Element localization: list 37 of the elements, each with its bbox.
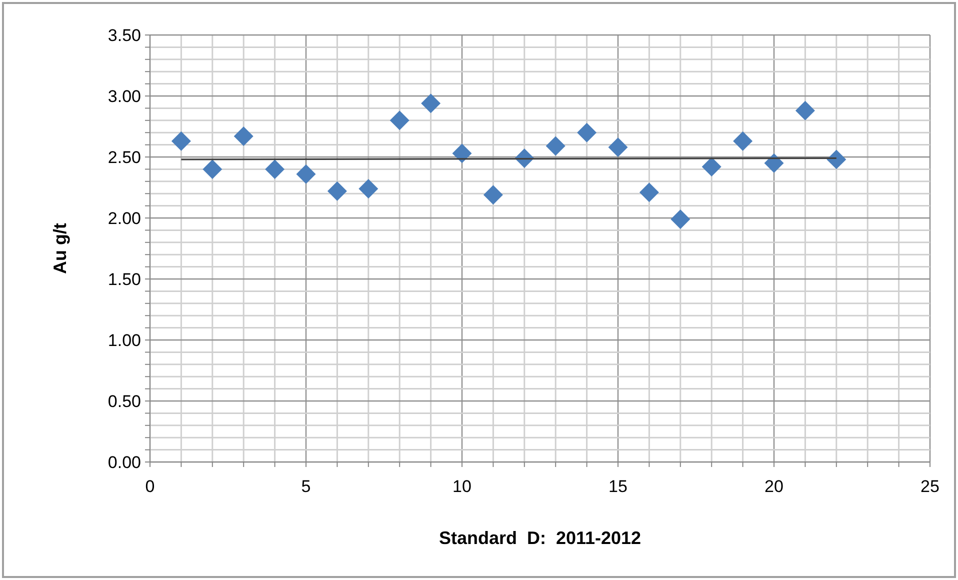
- x-tick-label: 20: [764, 477, 784, 496]
- x-tick-label: 0: [145, 477, 155, 496]
- point: [358, 178, 378, 198]
- point: [670, 209, 690, 229]
- point: [826, 150, 846, 170]
- y-tick-label: 2.00: [108, 208, 141, 228]
- y-tick-label: 1.50: [108, 270, 141, 289]
- point: [202, 159, 222, 179]
- y-tick-label: 3.00: [108, 86, 141, 106]
- y-tick-label: 1.00: [108, 330, 141, 350]
- point: [234, 126, 254, 146]
- point: [483, 185, 503, 205]
- point: [452, 144, 472, 164]
- point: [639, 182, 659, 202]
- y-tick-label: 3.50: [108, 26, 141, 45]
- point: [764, 153, 784, 173]
- point: [546, 136, 566, 156]
- point: [608, 137, 628, 157]
- y-tick-label: 0.50: [108, 392, 141, 411]
- point: [702, 157, 722, 177]
- point: [296, 164, 316, 184]
- point: [265, 159, 285, 179]
- x-axis-title: Standard D: 2011-2012: [438, 528, 642, 548]
- point: [421, 94, 441, 114]
- point: [577, 122, 597, 142]
- point: [171, 131, 191, 151]
- point: [327, 181, 347, 201]
- x-tick-label: 10: [452, 477, 472, 496]
- y-tick-label: 0.00: [108, 452, 141, 472]
- y-axis-title: Au g/t: [50, 223, 70, 274]
- x-tick-label: 5: [301, 477, 311, 496]
- point: [733, 131, 753, 151]
- point: [390, 110, 410, 130]
- point: [795, 100, 815, 120]
- x-tick-label: 15: [608, 477, 628, 496]
- y-tick-label: 2.50: [108, 148, 141, 167]
- x-tick-label: 25: [920, 477, 940, 496]
